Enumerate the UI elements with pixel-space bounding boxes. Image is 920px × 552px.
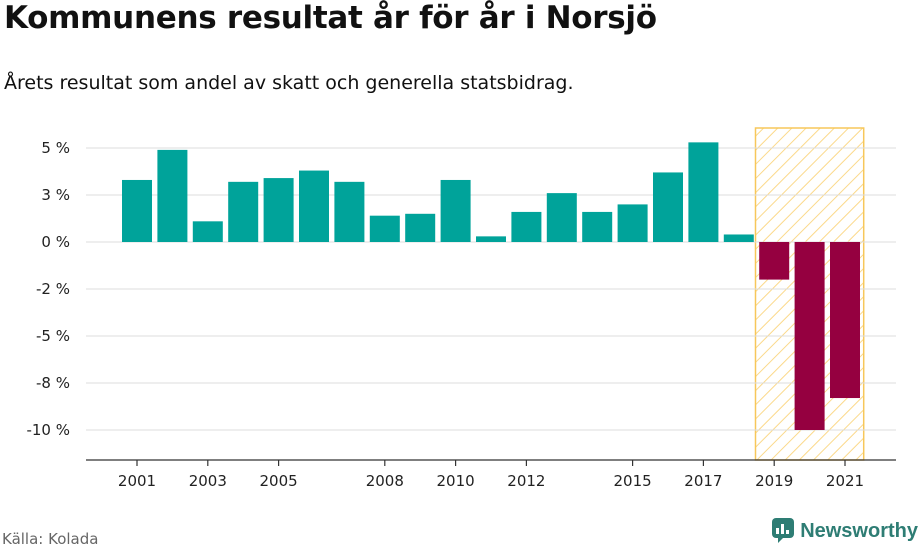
newsworthy-logo-icon (772, 518, 795, 543)
bar-2016[interactable] (653, 172, 683, 242)
y-tick-label: -5 % (36, 327, 70, 345)
x-tick-label: 2010 (437, 472, 475, 490)
source-note: Källa: Kolada (2, 530, 99, 548)
y-tick-label: -8 % (36, 374, 70, 392)
x-tick-label: 2019 (755, 472, 793, 490)
y-tick-label: -10 % (26, 421, 70, 439)
bar-2009[interactable] (405, 213, 436, 242)
x-tick-label: 2017 (684, 472, 722, 490)
bar-2019[interactable] (759, 242, 790, 280)
bar-2007[interactable] (334, 181, 365, 242)
bar-2011[interactable] (476, 236, 506, 242)
chart-subtitle: Årets resultat som andel av skatt och ge… (4, 72, 574, 94)
bar-2010[interactable] (440, 179, 471, 242)
bar-2002[interactable] (157, 149, 188, 242)
bar-2012[interactable] (511, 211, 542, 242)
bar-2001[interactable] (122, 179, 152, 242)
bar-2014[interactable] (582, 211, 613, 242)
bar-2020[interactable] (794, 242, 825, 430)
x-tick-label: 2001 (118, 472, 156, 490)
chart-title: Kommunens resultat år för år i Norsjö (4, 0, 657, 36)
x-tick-label: 2012 (507, 472, 545, 490)
x-tick-label: 2021 (826, 472, 864, 490)
brand-name: Newsworthy (800, 519, 918, 542)
bar-2013[interactable] (546, 193, 577, 242)
bar-2015[interactable] (617, 204, 648, 242)
bar-2006[interactable] (299, 170, 329, 242)
bar-2008[interactable] (369, 215, 400, 242)
brand-logo[interactable]: Newsworthy (772, 518, 918, 544)
bar-2003[interactable] (192, 221, 223, 242)
bar-2017[interactable] (688, 142, 719, 242)
y-tick-label: 3 % (41, 186, 70, 204)
x-tick-label: 2005 (260, 472, 298, 490)
y-tick-label: -2 % (36, 280, 70, 298)
x-tick-label: 2003 (189, 472, 227, 490)
bar-2021[interactable] (830, 242, 860, 399)
bar-2018[interactable] (723, 234, 754, 242)
bar-2005[interactable] (263, 178, 294, 242)
x-tick-label: 2015 (614, 472, 652, 490)
x-tick-label: 2008 (366, 472, 404, 490)
bar-2004[interactable] (228, 181, 259, 242)
y-tick-label: 5 % (41, 139, 70, 157)
y-tick-label: 0 % (41, 233, 70, 251)
